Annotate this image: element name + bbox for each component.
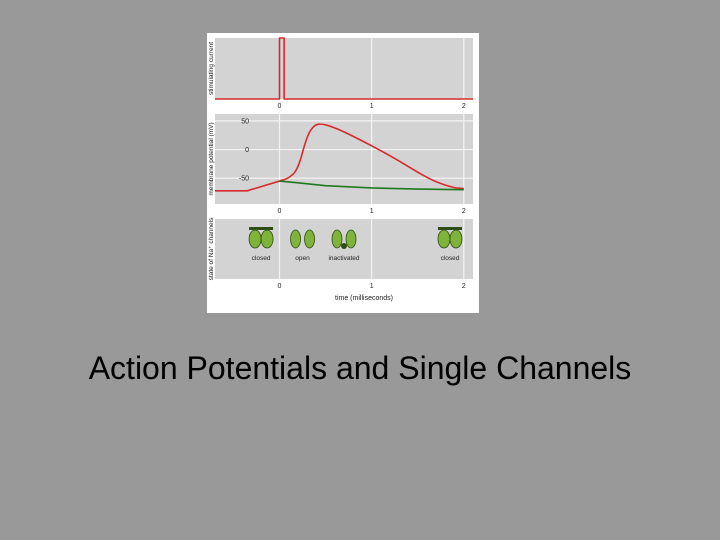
chart-panel-1: 0 1 2 stimulating current (208, 37, 473, 110)
x-tick-label: 2 (462, 283, 466, 290)
x-tick-label: 1 (370, 103, 374, 110)
channel-open-icon (290, 229, 315, 249)
channel-subunit (248, 229, 262, 249)
channel-inactivated-icon (331, 229, 357, 249)
y-axis-label: state of Na⁺ channels (208, 217, 215, 280)
x-tick-label: 2 (462, 208, 466, 215)
channel-subunit (449, 229, 463, 249)
slide-title: Action Potentials and Single Channels (88, 350, 632, 386)
y-tick-label: 50 (241, 118, 249, 125)
y-tick-label: -50 (239, 176, 249, 183)
x-tick-label: 1 (370, 208, 374, 215)
chart-panel-3: 0 1 2 state of Na⁺ channels closed open inacti… (208, 217, 473, 302)
channel-state-label: closed (252, 255, 271, 262)
channel-gate (249, 227, 274, 230)
action-potential-figure: 0 1 2 stimulating current 0 1 2 membrane potent… (207, 33, 479, 313)
panel-background (215, 114, 473, 204)
channel-subunit (260, 229, 274, 249)
x-tick-label: 0 (278, 283, 282, 290)
channel-state-label: open (295, 255, 310, 262)
chart-panel-2: 0 1 2 membrane potential (mV) 50 0 -50 (208, 114, 473, 215)
chart-canvas: 0 1 2 stimulating current 0 1 2 membrane potent… (208, 37, 473, 302)
channel-subunit (290, 229, 301, 249)
y-tick-label: 0 (245, 147, 249, 154)
channel-state-label: inactivated (328, 255, 359, 262)
channel-closed-icon (437, 227, 463, 249)
channel-subunit (304, 229, 315, 249)
channel-subunit (331, 229, 343, 249)
y-axis-label: stimulating current (208, 42, 215, 95)
y-axis-label: membrane potential (mV) (208, 122, 215, 195)
x-tick-label: 0 (278, 103, 282, 110)
x-tick-label: 0 (278, 208, 282, 215)
inactivation-gate (341, 243, 347, 249)
x-tick-label: 1 (370, 283, 374, 290)
resting-decay-trace (279, 180, 464, 191)
channel-subunit (345, 229, 357, 249)
stimulus-trace (215, 37, 473, 100)
x-axis-label: time (milliseconds) (335, 295, 393, 302)
channel-subunit (437, 229, 451, 249)
action-potential-trace (214, 123, 464, 192)
channel-state-label: closed (441, 255, 460, 262)
channel-closed-icon (248, 227, 274, 249)
channel-gate (437, 227, 462, 230)
x-tick-label: 2 (462, 103, 466, 110)
panel-background (215, 38, 473, 99)
